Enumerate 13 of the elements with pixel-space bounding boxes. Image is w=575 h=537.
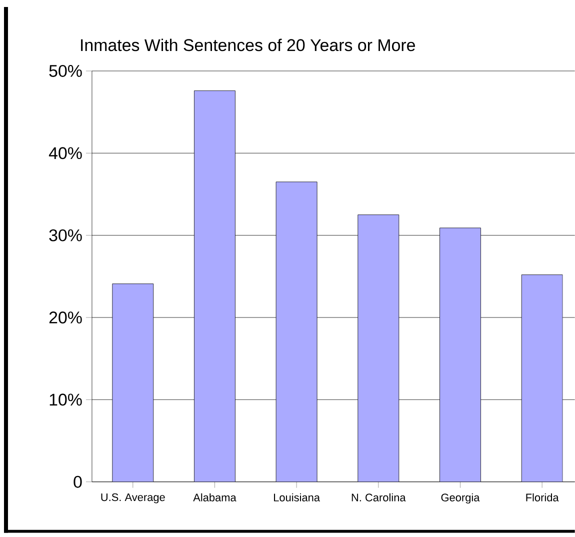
y-tick-label: 20%	[49, 312, 82, 324]
x-tick-label: Florida	[526, 493, 559, 502]
y-tick-label: 50%	[49, 65, 82, 78]
y-tick-label: 40%	[48, 147, 82, 160]
x-tick-label: U.S. Average	[101, 493, 165, 504]
chart-title: Inmates With Sentences of 20 Years or More	[81, 38, 415, 52]
y-tick-label: 0	[74, 476, 82, 488]
x-tick-label: N. Carolina	[352, 493, 406, 502]
y-tick-label: 10%	[50, 394, 82, 406]
x-tick-label: Alabama	[193, 493, 236, 502]
y-tick-label: 30%	[49, 229, 82, 242]
x-tick-label: Louisiana	[274, 493, 320, 502]
x-tick-label: Georgia	[441, 493, 480, 504]
